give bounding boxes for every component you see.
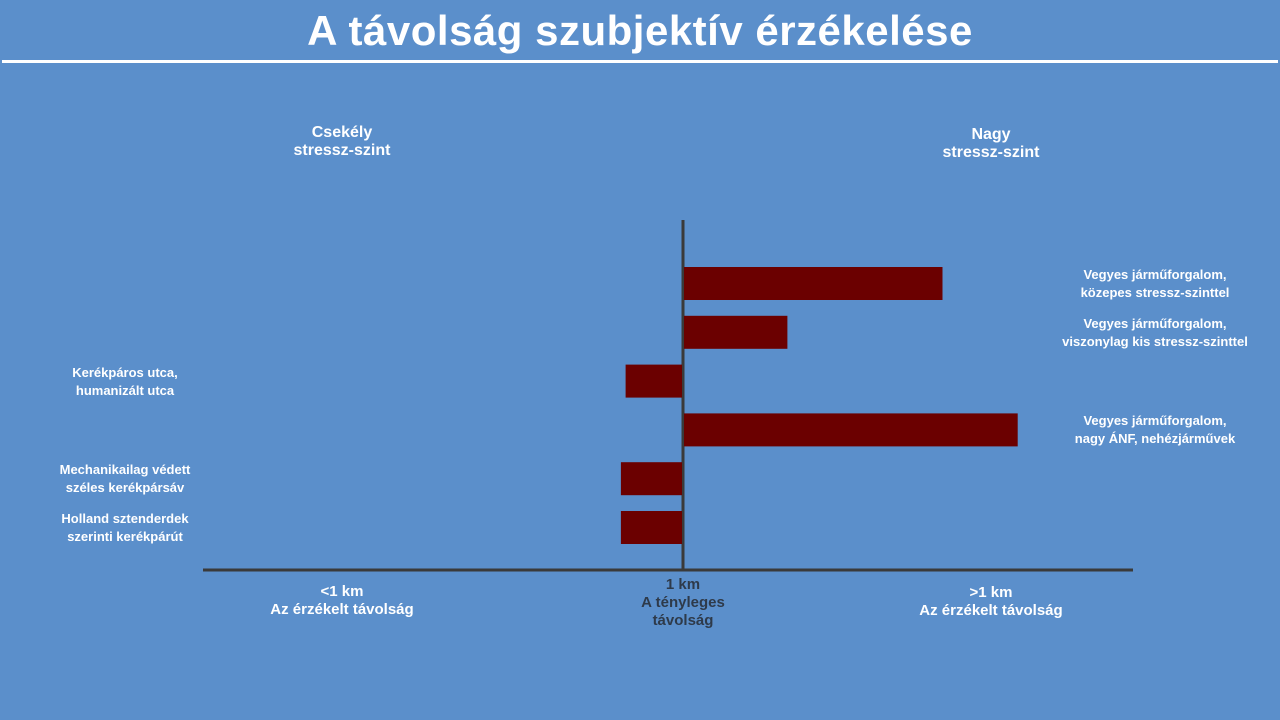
bar-3 (625, 364, 682, 398)
bar-1 (684, 267, 943, 300)
bar-4 (684, 413, 1018, 447)
axis-label-left: <1 km Az érzékelt távolság (270, 583, 414, 618)
category-label-5: Mechanikailag védett széles kerékpársáv (59, 462, 191, 496)
category-label-6: Holland sztenderdek szerinti kerékpárút (61, 511, 189, 544)
axis-label-center: 1 km A tényleges távolság (641, 576, 725, 629)
category-label-1: Vegyes járműforgalom, közepes stressz-sz… (1080, 267, 1230, 300)
bar-5 (620, 462, 682, 496)
low-stress-label: Csekély stressz-szint (293, 124, 391, 159)
page-title: A távolság szubjektív érzékelése (307, 7, 973, 54)
title-bar: A távolság szubjektív érzékelése (2, 2, 1278, 63)
bar-6 (620, 511, 682, 544)
axis-label-right: >1 km Az érzékelt távolság (919, 584, 1063, 619)
category-label-2: Vegyes járműforgalom, viszonylag kis str… (1062, 315, 1248, 349)
category-label-4: Vegyes járműforgalom, nagy ÁNF, nehézjár… (1074, 413, 1236, 447)
bar-2 (684, 315, 788, 349)
category-label-3: Kerékpáros utca, humanizált utca (72, 364, 178, 398)
high-stress-label: Nagy stressz-szint (942, 126, 1040, 161)
